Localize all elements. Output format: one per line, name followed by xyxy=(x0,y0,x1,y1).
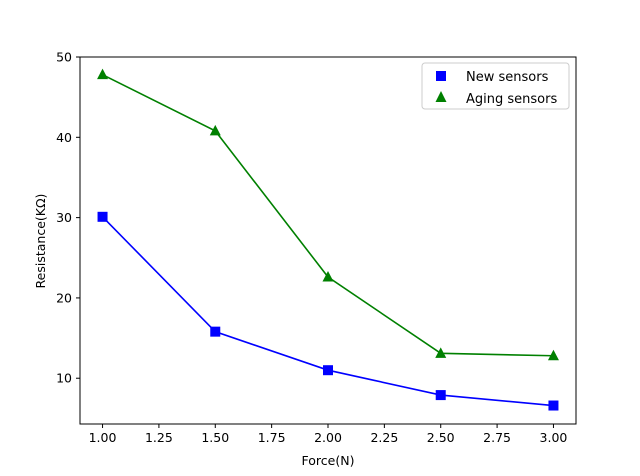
y-tick-label: 40 xyxy=(56,130,72,145)
x-tick-label: 1.50 xyxy=(201,430,229,445)
x-tick-label: 2.50 xyxy=(427,430,455,445)
data-point-new-sensors xyxy=(548,400,559,411)
data-point-new-sensors xyxy=(97,211,108,222)
legend: New sensors Aging sensors xyxy=(421,62,570,110)
y-axis-title: Resistance(KΩ) xyxy=(33,194,48,289)
x-tick-label: 1.00 xyxy=(89,430,117,445)
y-tick-label: 10 xyxy=(56,371,72,386)
legend-marker-aging-sensors xyxy=(435,91,447,102)
data-point-aging-sensors xyxy=(322,271,334,282)
data-point-new-sensors xyxy=(210,326,221,337)
x-tick-label: 2.25 xyxy=(370,430,398,445)
legend-marker-new-sensors xyxy=(436,71,446,81)
legend-box xyxy=(421,62,570,110)
legend-label-aging-sensors: Aging sensors xyxy=(466,92,557,107)
data-point-new-sensors xyxy=(435,390,446,401)
x-tick-label: 1.25 xyxy=(145,430,173,445)
plot-area xyxy=(80,57,576,424)
data-point-aging-sensors xyxy=(547,349,559,361)
data-point-new-sensors xyxy=(323,365,333,376)
y-tick-label: 50 xyxy=(56,50,72,65)
data-point-aging-sensors xyxy=(97,68,109,80)
x-tick-label: 2.00 xyxy=(314,430,342,445)
x-tick-label: 2.75 xyxy=(483,430,511,445)
x-tick-label: 1.75 xyxy=(258,430,286,445)
y-axis: 10 20 30 40 50 xyxy=(56,50,80,386)
series-layer xyxy=(97,68,559,411)
legend-label-new-sensors: New sensors xyxy=(466,70,549,85)
x-axis-title: Force(N) xyxy=(302,453,355,468)
y-tick-label: 20 xyxy=(56,290,72,305)
data-point-aging-sensors xyxy=(209,124,221,136)
x-axis: 1.00 1.25 1.50 1.75 2.00 2.25 2.50 2.75 3.00 xyxy=(89,424,568,445)
x-tick-label: 3.00 xyxy=(540,430,568,445)
y-tick-label: 30 xyxy=(56,210,72,225)
data-point-aging-sensors xyxy=(435,347,447,358)
